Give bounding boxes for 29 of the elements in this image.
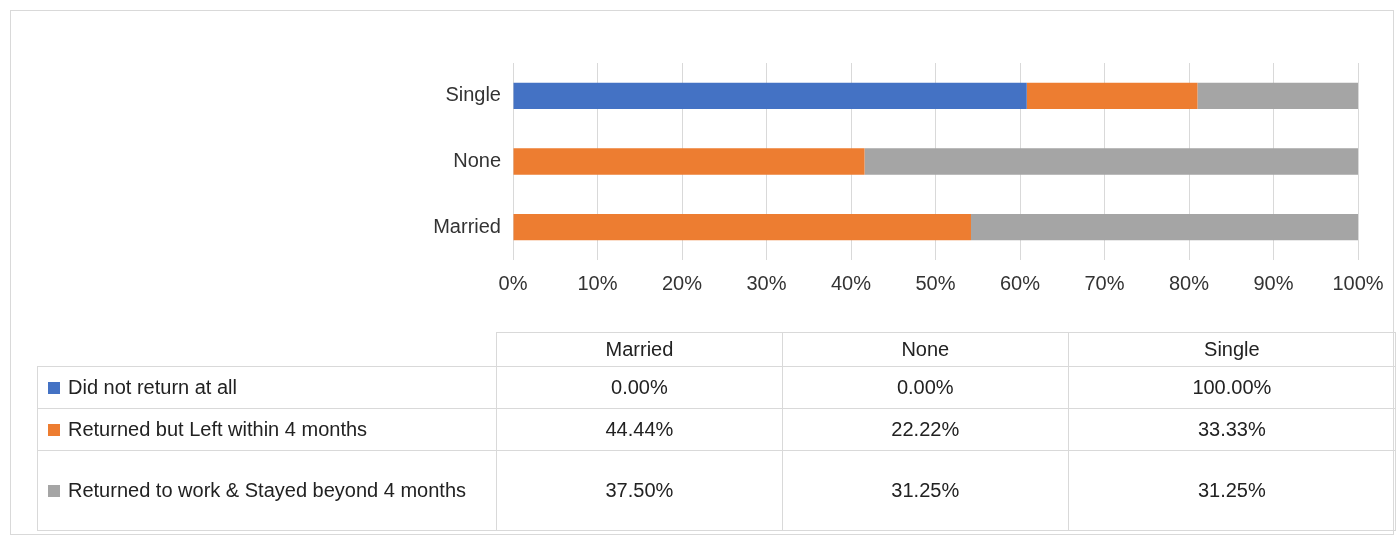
x-tick-label: 70% bbox=[1084, 271, 1125, 294]
category-label: Married bbox=[605, 338, 674, 360]
x-tick-label: 60% bbox=[999, 271, 1041, 294]
text: 0.00% bbox=[782, 366, 1069, 409]
x-tick-label: 100% bbox=[1332, 271, 1384, 294]
legend-label: Returned but Left within 4 months bbox=[37, 408, 497, 451]
category-label: Single bbox=[1204, 338, 1260, 360]
text: 31.25% bbox=[1068, 450, 1396, 531]
text: 22.22% bbox=[782, 408, 1069, 451]
text: 100.00% bbox=[1068, 366, 1396, 409]
x-tick-label: 50% bbox=[915, 271, 956, 294]
x-tick-label: 80% bbox=[1168, 271, 1210, 294]
text: 33.33% bbox=[1068, 408, 1396, 451]
x-tick-label: 90% bbox=[1253, 271, 1294, 294]
text: 31.25% bbox=[782, 450, 1069, 531]
y-tick-label: None bbox=[453, 149, 501, 172]
y-tick-label: Single bbox=[445, 83, 501, 106]
text: 0.00% bbox=[496, 366, 783, 409]
x-tick-label: 10% bbox=[577, 271, 618, 294]
category-label: None bbox=[901, 338, 950, 360]
text: 37.50% bbox=[496, 450, 783, 531]
x-tick-label: 40% bbox=[830, 271, 872, 294]
text: 44.44% bbox=[496, 408, 783, 451]
y-tick-label: Married bbox=[433, 214, 501, 237]
x-tick-label: 0% bbox=[498, 271, 528, 294]
x-tick-label: 30% bbox=[746, 271, 787, 294]
legend-label: Returned to work & Stayed beyond 4 months bbox=[37, 450, 497, 531]
x-tick-label: 20% bbox=[661, 271, 703, 294]
legend-label: Did not return at all bbox=[37, 366, 497, 409]
